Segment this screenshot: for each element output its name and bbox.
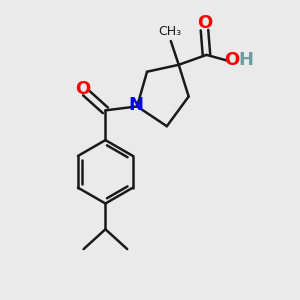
- Text: H: H: [238, 51, 253, 69]
- Text: O: O: [225, 51, 240, 69]
- Text: N: N: [129, 96, 144, 114]
- Text: O: O: [197, 14, 212, 32]
- Text: CH₃: CH₃: [158, 25, 182, 38]
- Text: O: O: [75, 80, 90, 98]
